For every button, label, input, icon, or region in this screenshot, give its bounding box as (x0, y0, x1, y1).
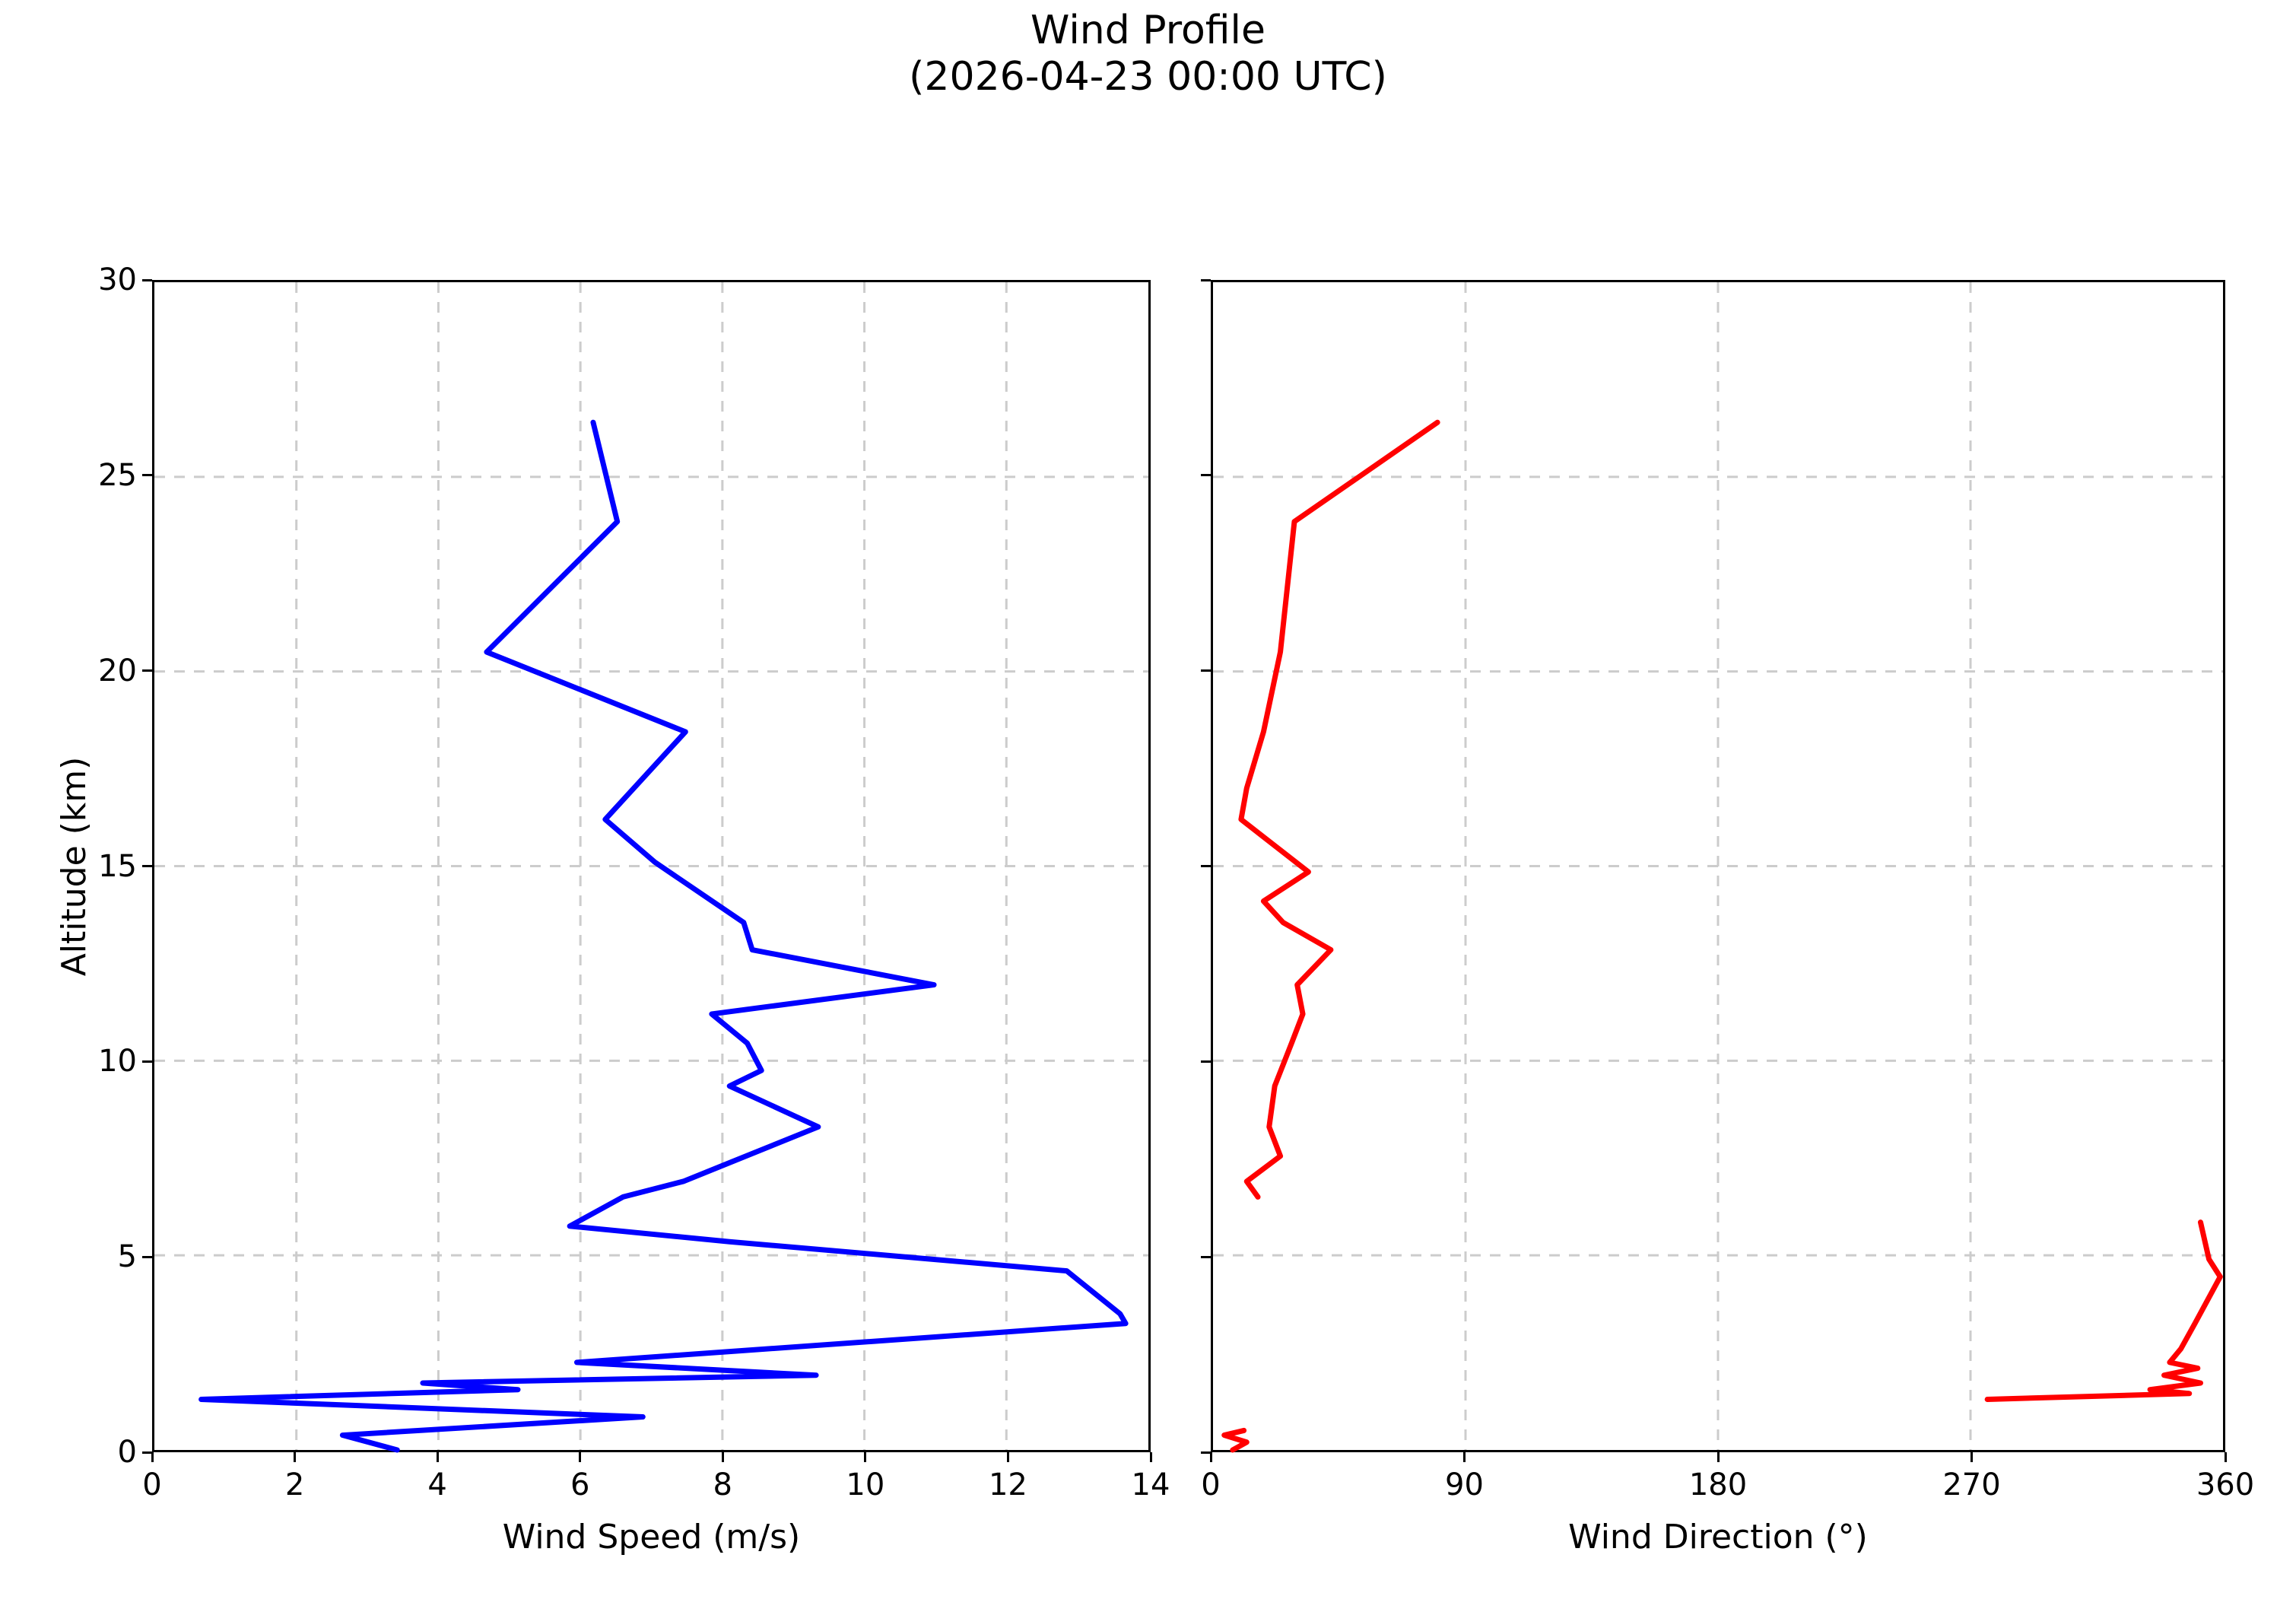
x-tick-label: 90 (1445, 1467, 1484, 1502)
x-tick-mark (1149, 1452, 1152, 1462)
x-tick-mark (1716, 1452, 1720, 1462)
y-tick-mark (142, 865, 152, 867)
y-tick-mark (142, 1255, 152, 1258)
x-tick-mark (1970, 1452, 1973, 1462)
y-axis-title-altitude: Altitude (km) (55, 756, 94, 976)
x-tick-label: 0 (1201, 1467, 1221, 1502)
x-tick-mark (864, 1452, 867, 1462)
x-tick-mark (579, 1452, 582, 1462)
x-axis-title-wind-direction: Wind Direction (°) (1568, 1518, 1868, 1556)
y-tick-label: 0 (117, 1435, 137, 1470)
x-tick-label: 0 (142, 1467, 162, 1502)
x-tick-label: 6 (570, 1467, 590, 1502)
wind-direction-plot-area (1213, 282, 2223, 1453)
y-tick-mark (1201, 474, 1211, 477)
wind-speed-panel (152, 280, 1151, 1453)
x-tick-label: 270 (1942, 1467, 2001, 1502)
y-tick-mark (1201, 1451, 1211, 1454)
x-tick-label: 4 (427, 1467, 447, 1502)
y-tick-label: 5 (117, 1239, 137, 1275)
x-tick-mark (721, 1452, 724, 1462)
y-tick-mark (142, 1060, 152, 1063)
x-tick-label: 360 (2196, 1467, 2255, 1502)
wind-direction-panel (1211, 280, 2225, 1453)
x-tick-label: 10 (846, 1467, 885, 1502)
x-tick-mark (436, 1452, 439, 1462)
x-tick-label: 12 (988, 1467, 1027, 1502)
x-tick-mark (1006, 1452, 1009, 1462)
y-tick-mark (142, 669, 152, 672)
x-tick-mark (1209, 1452, 1212, 1462)
y-tick-label: 20 (98, 653, 137, 688)
y-tick-label: 15 (98, 848, 137, 884)
y-tick-label: 30 (98, 262, 137, 297)
y-tick-mark (1201, 1060, 1211, 1063)
figure-title: Wind Profile (2026-04-23 00:00 UTC) (909, 8, 1387, 100)
y-tick-mark (1201, 669, 1211, 672)
y-tick-mark (142, 1451, 152, 1454)
x-tick-mark (2224, 1452, 2227, 1462)
x-axis-title-wind-speed: Wind Speed (m/s) (502, 1518, 801, 1556)
wind-speed-plot-area (154, 282, 1148, 1453)
x-tick-label: 180 (1688, 1467, 1748, 1502)
y-tick-mark (1201, 865, 1211, 867)
x-tick-mark (1463, 1452, 1466, 1462)
y-tick-label: 10 (98, 1044, 137, 1079)
y-tick-mark (1201, 278, 1211, 281)
x-tick-label: 2 (284, 1467, 305, 1502)
y-tick-label: 25 (98, 457, 137, 493)
x-tick-label: 8 (713, 1467, 733, 1502)
x-tick-mark (151, 1452, 154, 1462)
y-tick-mark (142, 278, 152, 281)
x-tick-mark (294, 1452, 297, 1462)
y-tick-mark (1201, 1255, 1211, 1258)
x-tick-label: 14 (1131, 1467, 1170, 1502)
y-tick-mark (142, 474, 152, 477)
